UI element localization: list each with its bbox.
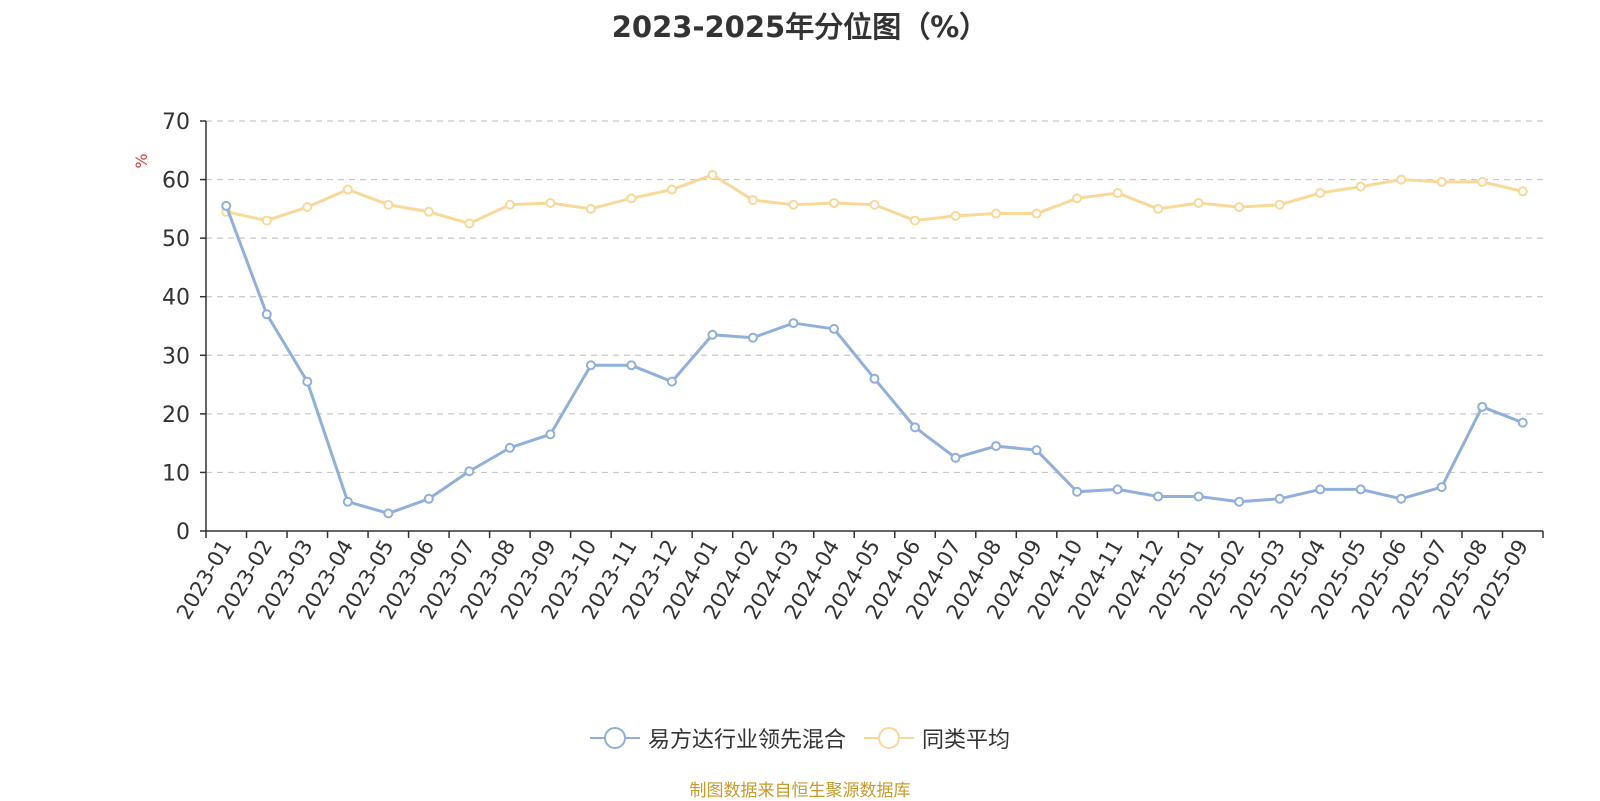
data-point-series-1 xyxy=(423,493,434,504)
source-note: 制图数据来自恒生聚源数据库 xyxy=(689,781,911,801)
data-point-series-1 xyxy=(545,429,556,440)
legend: 易方达行业领先混合 同类平均 xyxy=(0,720,1600,756)
data-point-series-2 xyxy=(666,184,677,195)
y-tick-label: 60 xyxy=(162,169,190,194)
data-point-series-1 xyxy=(504,442,515,453)
y-tick-label: 40 xyxy=(162,286,190,311)
data-point-series-1 xyxy=(1477,401,1488,412)
data-point-series-2 xyxy=(383,199,394,210)
data-point-series-2 xyxy=(1153,203,1164,214)
y-tick-label: 20 xyxy=(162,403,190,428)
data-point-series-1 xyxy=(1193,491,1204,502)
data-point-series-1 xyxy=(261,309,272,320)
legend-item-series-2[interactable]: 同类平均 xyxy=(864,722,1010,754)
data-point-series-2 xyxy=(991,208,1002,219)
line-chart: 010203040506070%2023-012023-022023-03202… xyxy=(132,110,1544,623)
data-point-series-2 xyxy=(1274,199,1285,210)
data-point-series-2 xyxy=(1477,176,1488,187)
series-line-2 xyxy=(225,173,1524,225)
data-point-series-2 xyxy=(423,206,434,217)
y-tick-label: 10 xyxy=(162,461,190,486)
data-point-series-1 xyxy=(950,452,961,463)
data-point-series-2 xyxy=(545,198,556,208)
data-point-series-1 xyxy=(910,422,921,433)
data-point-series-2 xyxy=(342,184,353,195)
data-point-series-2 xyxy=(1315,188,1326,199)
data-point-series-2 xyxy=(261,215,272,226)
legend-label-series-2: 同类平均 xyxy=(922,728,1011,753)
data-point-series-1 xyxy=(1234,496,1245,507)
data-point-series-1 xyxy=(342,496,353,507)
data-point-series-2 xyxy=(626,193,637,204)
data-point-series-2 xyxy=(302,202,313,213)
data-point-series-2 xyxy=(950,210,961,221)
data-point-series-1 xyxy=(464,466,475,477)
data-point-series-2 xyxy=(1517,186,1528,197)
y-tick-label: 30 xyxy=(162,344,190,369)
y-tick-label: 70 xyxy=(162,110,190,135)
data-point-series-2 xyxy=(707,169,718,180)
data-point-series-1 xyxy=(1112,484,1123,495)
data-point-series-2 xyxy=(1234,202,1245,213)
series-line-1 xyxy=(224,205,1524,515)
data-point-series-2 xyxy=(747,195,758,206)
data-point-series-1 xyxy=(828,323,839,334)
data-point-series-1 xyxy=(1031,445,1042,456)
data-point-series-1 xyxy=(383,508,394,519)
data-point-series-2 xyxy=(1193,198,1204,208)
legend-label-series-1: 易方达行业领先混合 xyxy=(647,728,846,753)
y-tick-label: 50 xyxy=(162,227,190,252)
data-point-series-2 xyxy=(788,199,799,210)
data-point-series-1 xyxy=(869,373,880,384)
data-point-series-1 xyxy=(788,318,799,329)
data-point-series-2 xyxy=(585,203,596,214)
data-point-series-1 xyxy=(221,200,232,211)
data-point-series-2 xyxy=(1436,176,1447,187)
data-point-series-1 xyxy=(1153,491,1164,502)
data-point-series-1 xyxy=(991,441,1002,452)
data-point-series-1 xyxy=(707,329,718,340)
data-point-series-1 xyxy=(1355,484,1366,495)
data-point-series-1 xyxy=(585,360,596,371)
data-point-series-1 xyxy=(666,376,677,387)
legend-item-series-1[interactable]: 易方达行业领先混合 xyxy=(589,722,846,754)
legend-line-circle-icon xyxy=(589,727,640,749)
data-point-series-2 xyxy=(1112,188,1123,199)
y-tick-label: 0 xyxy=(176,520,190,545)
legend-line-circle-icon xyxy=(864,727,914,749)
data-point-series-1 xyxy=(1396,493,1407,504)
data-point-series-2 xyxy=(504,199,515,210)
data-point-series-1 xyxy=(1274,493,1285,504)
data-point-series-1 xyxy=(1072,486,1083,497)
data-point-series-1 xyxy=(1315,484,1326,495)
data-point-series-1 xyxy=(1517,417,1528,428)
data-point-series-2 xyxy=(828,198,839,208)
data-point-series-2 xyxy=(910,215,921,226)
chart-title: 2023-2025年分位图（%） xyxy=(611,10,989,44)
data-point-series-1 xyxy=(302,376,313,387)
data-point-series-2 xyxy=(464,218,475,229)
data-point-series-2 xyxy=(869,199,880,210)
data-point-series-2 xyxy=(1355,181,1366,192)
data-point-series-2 xyxy=(1072,193,1083,204)
data-point-series-2 xyxy=(1396,174,1407,185)
data-point-series-2 xyxy=(1031,208,1042,219)
data-point-series-1 xyxy=(747,332,758,343)
data-point-series-1 xyxy=(1436,482,1447,493)
data-point-series-1 xyxy=(626,360,637,371)
y-axis-unit-label: % xyxy=(132,153,151,168)
